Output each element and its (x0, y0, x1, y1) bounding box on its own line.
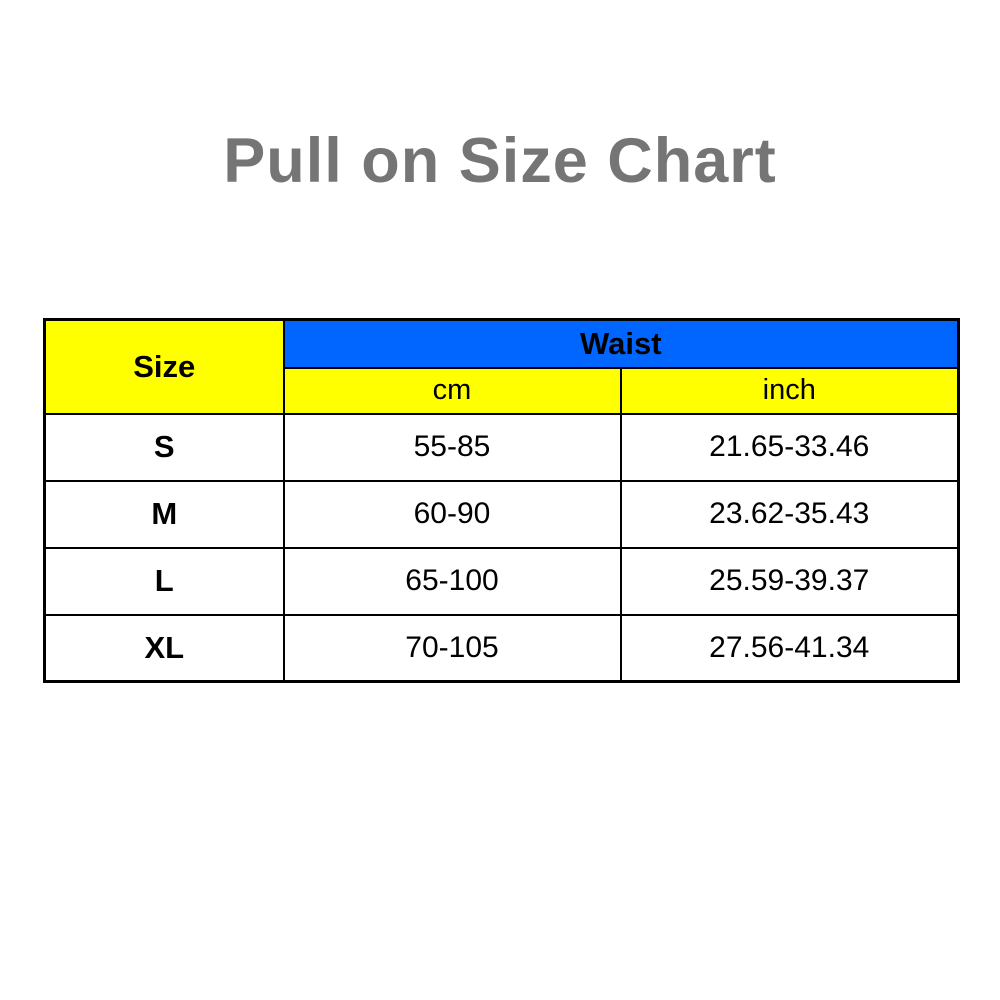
inch-value-cell: 27.56-41.34 (619, 613, 960, 683)
size-cell: M (43, 479, 285, 549)
waist-column-header: Waist (282, 318, 960, 369)
cm-value-cell: 55-85 (282, 412, 622, 482)
size-chart-table: Size Waist cm inch S 55-85 21.65-33.46 M… (43, 318, 960, 683)
inch-value-cell: 23.62-35.43 (619, 479, 960, 549)
size-cell: XL (43, 613, 285, 683)
cm-value-cell: 60-90 (282, 479, 622, 549)
inch-value-cell: 21.65-33.46 (619, 412, 960, 482)
inch-value-cell: 25.59-39.37 (619, 546, 960, 616)
table-row: M 60-90 23.62-35.43 (43, 479, 960, 549)
table-header-row: Size Waist (43, 318, 960, 415)
cm-unit-header: cm (282, 366, 622, 415)
inch-unit-header: inch (619, 366, 960, 415)
table-subheader-row: cm inch (45, 366, 960, 415)
cm-value-cell: 70-105 (282, 613, 622, 683)
size-cell: S (43, 412, 285, 482)
size-column-header: Size (43, 318, 285, 415)
cm-value-cell: 65-100 (282, 546, 622, 616)
table-row: L 65-100 25.59-39.37 (43, 546, 960, 616)
page-title: Pull on Size Chart (223, 126, 777, 196)
table-row: S 55-85 21.65-33.46 (43, 412, 960, 482)
table-row: XL 70-105 27.56-41.34 (43, 613, 960, 683)
size-cell: L (43, 546, 285, 616)
